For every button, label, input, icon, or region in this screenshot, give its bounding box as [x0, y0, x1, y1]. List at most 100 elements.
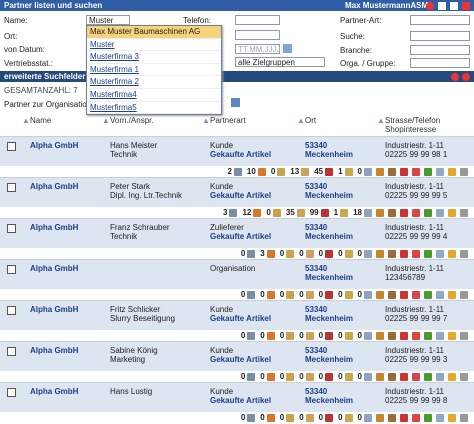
sort-icon[interactable]: ▲ — [202, 116, 210, 125]
count-icon[interactable] — [253, 208, 262, 217]
action-icon[interactable] — [376, 167, 384, 176]
count-icon[interactable] — [364, 331, 372, 340]
date-input[interactable]: TT.MM.JJJJ — [235, 44, 281, 54]
count-icon[interactable] — [325, 249, 334, 258]
count-icon[interactable] — [257, 167, 266, 176]
action-icon[interactable] — [412, 372, 420, 381]
sort-icon[interactable]: ▲ — [377, 116, 385, 125]
action-icon[interactable] — [388, 372, 396, 381]
count-icon[interactable] — [325, 372, 334, 381]
action-icon[interactable] — [448, 290, 456, 299]
action-icon[interactable] — [376, 290, 384, 299]
action-icon[interactable] — [424, 167, 432, 176]
count-icon[interactable] — [266, 249, 275, 258]
icon[interactable] — [426, 2, 434, 10]
count-icon[interactable] — [286, 249, 295, 258]
count-icon[interactable] — [344, 413, 353, 422]
count-icon[interactable] — [325, 331, 334, 340]
count-icon[interactable] — [305, 249, 314, 258]
action-icon[interactable] — [460, 167, 468, 176]
count-icon[interactable] — [272, 208, 281, 217]
action-icon[interactable] — [388, 208, 396, 217]
partner-name[interactable]: Alpha GmbH — [30, 387, 79, 396]
input[interactable] — [235, 30, 280, 40]
action-icon[interactable] — [412, 167, 420, 176]
action-icon[interactable] — [460, 249, 468, 258]
action-icon[interactable] — [436, 167, 444, 176]
action-icon[interactable] — [424, 208, 432, 217]
count-icon[interactable] — [286, 372, 295, 381]
checkbox[interactable] — [7, 183, 16, 192]
action-icon[interactable] — [448, 167, 456, 176]
name-input[interactable]: Muster — [86, 15, 130, 25]
action-icon[interactable] — [448, 331, 456, 340]
action-icon[interactable] — [388, 249, 396, 258]
count-icon[interactable] — [320, 208, 329, 217]
checkbox[interactable] — [7, 306, 16, 315]
partner-name[interactable]: Alpha GmbH — [30, 305, 79, 314]
select[interactable]: alle Zielgruppen — [235, 57, 325, 67]
icon[interactable] — [438, 2, 446, 10]
partner-name[interactable]: Alpha GmbH — [30, 264, 79, 273]
column-header[interactable]: Vorn./Anspr. — [110, 116, 154, 125]
partner-name[interactable]: Alpha GmbH — [30, 223, 79, 232]
action-icon[interactable] — [424, 372, 432, 381]
action-icon[interactable] — [460, 290, 468, 299]
action-icon[interactable] — [412, 249, 420, 258]
action-icon[interactable] — [424, 249, 432, 258]
count-icon[interactable] — [247, 413, 256, 422]
action-icon[interactable] — [388, 413, 396, 422]
action-icon[interactable] — [400, 208, 408, 217]
partner-name[interactable]: Alpha GmbH — [30, 182, 79, 191]
icon[interactable] — [231, 98, 240, 107]
action-icon[interactable] — [376, 372, 384, 381]
count-icon[interactable] — [364, 413, 372, 422]
count-icon[interactable] — [364, 249, 372, 258]
org-link[interactable]: Partner zur Organisation z — [4, 100, 98, 109]
action-icon[interactable] — [460, 372, 468, 381]
action-icon[interactable] — [412, 331, 420, 340]
action-icon[interactable] — [448, 208, 456, 217]
suggestion[interactable]: Musterfirma4 — [87, 89, 221, 102]
count-icon[interactable] — [266, 331, 275, 340]
action-icon[interactable] — [424, 413, 432, 422]
count-icon[interactable] — [286, 413, 295, 422]
checkbox[interactable] — [7, 388, 16, 397]
action-icon[interactable] — [376, 413, 384, 422]
action-icon[interactable] — [436, 372, 444, 381]
action-icon[interactable] — [460, 208, 468, 217]
count-icon[interactable] — [266, 372, 275, 381]
checkbox[interactable] — [7, 224, 16, 233]
input[interactable] — [410, 15, 470, 25]
action-icon[interactable] — [448, 249, 456, 258]
action-icon[interactable] — [388, 290, 396, 299]
count-icon[interactable] — [301, 167, 310, 176]
count-icon[interactable] — [344, 167, 353, 176]
sort-icon[interactable]: ▲ — [297, 116, 305, 125]
count-icon[interactable] — [364, 208, 372, 217]
checkbox[interactable] — [7, 347, 16, 356]
action-icon[interactable] — [388, 167, 396, 176]
column-header[interactable]: Name — [30, 116, 52, 125]
input[interactable] — [410, 58, 470, 68]
action-icon[interactable] — [436, 413, 444, 422]
action-icon[interactable] — [400, 331, 408, 340]
column-header[interactable]: Partnerart — [210, 116, 246, 125]
count-icon[interactable] — [233, 167, 242, 176]
column-header[interactable]: Strasse/Telefon — [385, 116, 441, 125]
action-icon[interactable] — [412, 208, 420, 217]
count-icon[interactable] — [286, 290, 295, 299]
action-icon[interactable] — [412, 290, 420, 299]
count-icon[interactable] — [286, 331, 295, 340]
column-header[interactable]: Ort — [305, 116, 317, 125]
action-icon[interactable] — [376, 249, 384, 258]
suggestion[interactable]: Max Muster Baumaschinen AG — [87, 26, 221, 39]
count-icon[interactable] — [229, 208, 238, 217]
icon[interactable] — [451, 73, 459, 81]
count-icon[interactable] — [247, 249, 256, 258]
input[interactable] — [410, 45, 470, 55]
suggestion[interactable]: Muster — [87, 39, 221, 52]
count-icon[interactable] — [364, 372, 372, 381]
action-icon[interactable] — [436, 208, 444, 217]
action-icon[interactable] — [388, 331, 396, 340]
